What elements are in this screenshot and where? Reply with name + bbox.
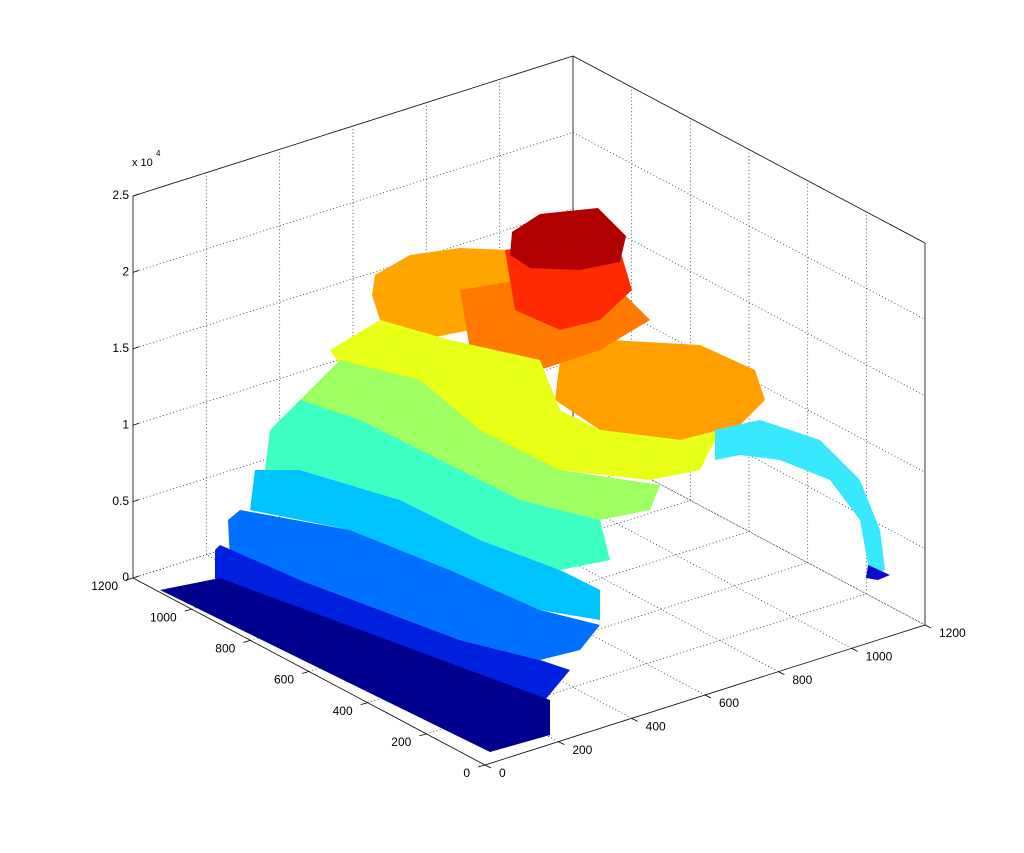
y-tick-label: 0: [463, 766, 470, 780]
tick-mark: [132, 499, 140, 502]
tick-mark: [704, 694, 712, 699]
y-tick-label: 600: [274, 673, 294, 687]
y-tick-label: 200: [391, 735, 411, 749]
tick-mark: [484, 764, 492, 769]
y-tick-label: 800: [215, 642, 235, 656]
surface-patch: [215, 545, 570, 700]
x-tick-label: 600: [719, 696, 739, 710]
tick-mark: [851, 647, 858, 652]
tick-mark: [125, 577, 134, 581]
x-tick-label: 400: [646, 720, 666, 734]
surface-patch: [290, 360, 660, 520]
z-tick-label: 1: [122, 417, 129, 431]
tick-mark: [301, 671, 310, 674]
tick-mark: [132, 270, 140, 273]
z-tick-label: 2.5: [112, 188, 129, 202]
tick-mark: [631, 717, 638, 722]
tick-mark: [558, 741, 565, 746]
z-tick-label: 1.5: [112, 341, 129, 355]
surface-patch: [330, 320, 720, 480]
tick-mark: [419, 733, 427, 737]
x-tick-label: 1200: [939, 626, 966, 640]
tick-mark: [184, 608, 192, 612]
tick-mark: [924, 624, 932, 629]
tick-mark: [243, 639, 251, 643]
z-tick-label: 0.5: [112, 494, 129, 508]
tick-mark: [360, 702, 368, 706]
tick-mark: [778, 671, 785, 676]
surface: [160, 208, 890, 752]
x-tick-label: 0: [499, 766, 506, 780]
surface-patch: [250, 470, 600, 620]
tick-mark: [132, 346, 140, 350]
tick-mark: [132, 193, 140, 197]
tick-mark: [132, 575, 140, 579]
surface-patch: [555, 340, 765, 440]
z-tick-label: 2: [122, 265, 129, 279]
surface-patch: [866, 565, 890, 580]
surface-patch: [265, 400, 610, 570]
surface-patch: [228, 510, 600, 660]
surface-patch: [160, 578, 550, 752]
surface-patch: [510, 208, 626, 270]
x-tick-label: 1000: [866, 650, 893, 664]
x-tick-label: 800: [792, 673, 812, 687]
y-tick-label: 400: [333, 704, 353, 718]
tick-mark: [477, 764, 486, 768]
z-multiplier: x 10: [132, 157, 153, 169]
surface-patch: [715, 420, 885, 575]
z-exponent: 4: [156, 149, 161, 158]
y-tick-label: 1000: [150, 610, 177, 624]
y-tick-label: 1200: [91, 579, 118, 593]
x-tick-label: 200: [572, 743, 592, 757]
tick-mark: [132, 422, 140, 426]
z-tick-label: 0: [122, 570, 129, 584]
